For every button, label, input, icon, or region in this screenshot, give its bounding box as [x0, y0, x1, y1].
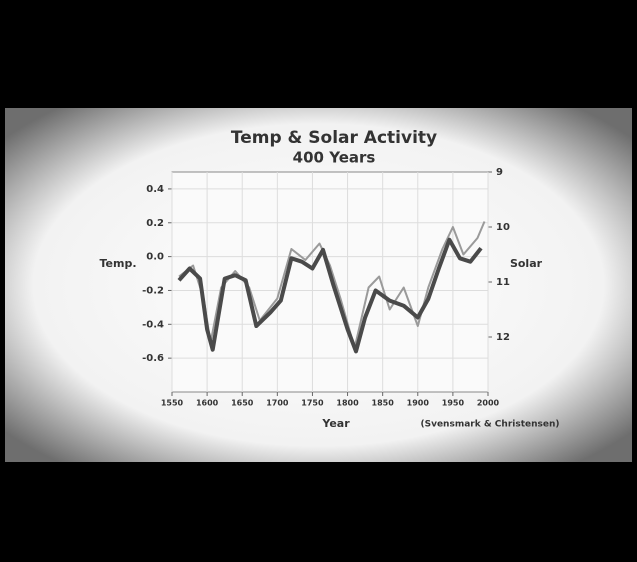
- x-tick-label: 1900: [407, 399, 430, 408]
- y-tick-label: -0.4: [142, 319, 164, 330]
- y2-tick-label: 10: [496, 222, 510, 233]
- x-axis-label: Year: [321, 417, 350, 430]
- y-tick-label: 0.4: [146, 184, 164, 195]
- x-tick-label: 2000: [477, 399, 500, 408]
- chart-subtitle: 400 Years: [293, 149, 376, 167]
- y2-tick-label: 11: [496, 277, 510, 288]
- y-tick-label: -0.2: [142, 285, 164, 296]
- x-tick-label: 1750: [301, 399, 324, 408]
- x-tick-label: 1550: [161, 399, 184, 408]
- x-tick-label: 1600: [196, 399, 219, 408]
- y-axis-label: Temp.: [99, 257, 136, 270]
- x-tick-label: 1700: [266, 399, 289, 408]
- chart-title: Temp & Solar Activity: [231, 128, 437, 148]
- y-tick-label: 0.0: [146, 252, 164, 263]
- y-tick-label: 0.2: [146, 218, 164, 229]
- annotation: (Svensmark & Christensen): [420, 420, 559, 430]
- x-tick-label: 1800: [336, 399, 359, 408]
- x-tick-label: 1950: [442, 399, 465, 408]
- page: Temp & Solar Activity 400 Years Temp. So…: [0, 0, 637, 562]
- y2-axis-label: Solar: [510, 257, 543, 270]
- x-tick-label: 1650: [231, 399, 254, 408]
- y2-tick-label: 9: [496, 167, 503, 178]
- plot-area: [172, 172, 488, 392]
- chart: Temp & Solar Activity 400 Years Temp. So…: [0, 0, 637, 562]
- x-tick-label: 1850: [372, 399, 395, 408]
- y2-tick-label: 12: [496, 332, 510, 343]
- y-tick-label: -0.6: [142, 353, 164, 364]
